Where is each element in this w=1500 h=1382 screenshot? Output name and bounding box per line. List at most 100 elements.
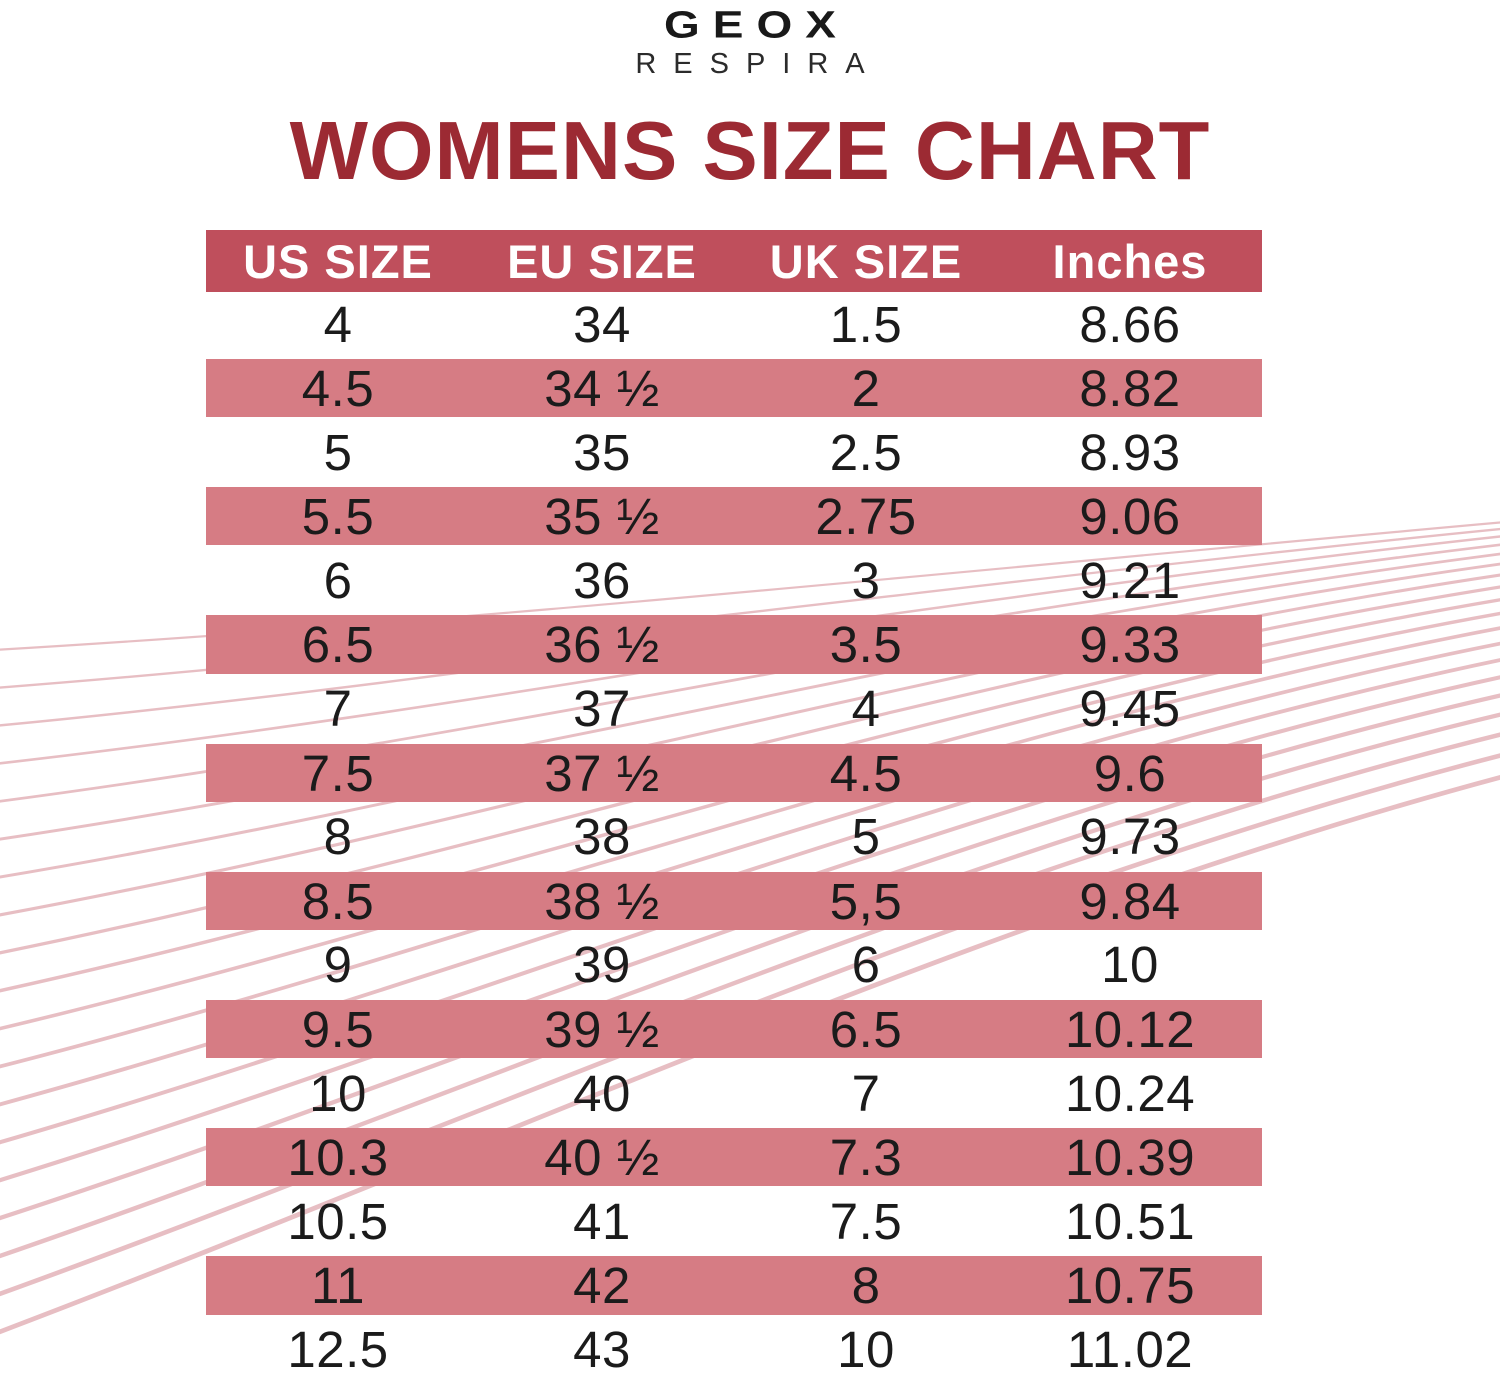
table-row: 6.5 36 ½ 3.5 9.33 bbox=[206, 612, 1262, 676]
cell-uk-size: 2 bbox=[851, 360, 881, 418]
table-row: 4 34 1.5 8.66 bbox=[206, 292, 1262, 356]
cell-eu-size: 39 bbox=[573, 936, 631, 994]
wave-line bbox=[0, 573, 1500, 879]
cell-inches: 8.82 bbox=[1079, 360, 1181, 418]
cell-us-size: 4.5 bbox=[301, 360, 375, 418]
cell-us-size: 5 bbox=[323, 423, 353, 481]
cell-inches: 10.75 bbox=[1064, 1257, 1196, 1315]
page-title: WOMENS SIZE CHART bbox=[289, 104, 1211, 197]
cell-us-size: 6 bbox=[323, 551, 353, 609]
cell-eu-size: 42 bbox=[573, 1257, 631, 1315]
wave-line bbox=[0, 562, 1500, 841]
cell-uk-size: 5 bbox=[851, 808, 881, 866]
cell-inches: 9.33 bbox=[1079, 616, 1181, 674]
cell-uk-size: 7.3 bbox=[829, 1129, 903, 1187]
cell-uk-size: 7.5 bbox=[829, 1192, 903, 1250]
brand-tagline: RESPIRA bbox=[635, 48, 882, 80]
cell-eu-size: 41 bbox=[573, 1192, 631, 1250]
cell-inches: 9.06 bbox=[1079, 488, 1181, 546]
table-row: 8.5 38 ½ 5,5 9.84 bbox=[206, 869, 1262, 933]
cell-eu-size: 43 bbox=[573, 1321, 631, 1379]
cell-inches: 10.39 bbox=[1064, 1129, 1196, 1187]
cell-us-size: 4 bbox=[323, 295, 353, 353]
cell-eu-size: 40 ½ bbox=[544, 1129, 660, 1187]
column-header-uk-size: UK SIZE bbox=[769, 234, 963, 288]
table-row: 12.5 43 10 11.02 bbox=[206, 1318, 1262, 1382]
table-row: 10.5 41 7.5 10.51 bbox=[206, 1189, 1262, 1253]
cell-inches: 9.73 bbox=[1079, 808, 1181, 866]
cell-us-size: 12.5 bbox=[287, 1321, 389, 1379]
cell-eu-size: 39 ½ bbox=[544, 1001, 660, 1059]
cell-uk-size: 8 bbox=[851, 1257, 881, 1315]
table-row: 8 38 5 9.73 bbox=[206, 805, 1262, 869]
cell-us-size: 10 bbox=[309, 1064, 367, 1122]
cell-us-size: 7 bbox=[323, 680, 353, 738]
cell-uk-size: 7 bbox=[851, 1064, 881, 1122]
cell-uk-size: 6.5 bbox=[829, 1001, 903, 1059]
cell-uk-size: 3.5 bbox=[829, 616, 903, 674]
cell-eu-size: 35 ½ bbox=[544, 488, 660, 546]
cell-inches: 9.84 bbox=[1079, 872, 1181, 930]
column-header-eu-size: EU SIZE bbox=[507, 234, 697, 288]
cell-inches: 8.93 bbox=[1079, 423, 1181, 481]
table-row: 9.5 39 ½ 6.5 10.12 bbox=[206, 997, 1262, 1061]
brand-logo: GEOX RESPIRA bbox=[0, 2, 1500, 81]
cell-uk-size: 3 bbox=[851, 551, 881, 609]
cell-inches: 10.51 bbox=[1064, 1192, 1196, 1250]
cell-us-size: 9.5 bbox=[301, 1001, 375, 1059]
cell-eu-size: 34 bbox=[573, 295, 631, 353]
cell-us-size: 11 bbox=[311, 1257, 365, 1315]
cell-us-size: 10.5 bbox=[287, 1192, 389, 1250]
cell-inches: 9.21 bbox=[1079, 551, 1181, 609]
table-row: 10 40 7 10.24 bbox=[206, 1061, 1262, 1125]
table-row: 7.5 37 ½ 4.5 9.6 bbox=[206, 741, 1262, 805]
table-row: 7 37 4 9.45 bbox=[206, 677, 1262, 741]
cell-eu-size: 34 ½ bbox=[544, 360, 660, 418]
cell-us-size: 10.3 bbox=[287, 1129, 389, 1187]
cell-uk-size: 4 bbox=[851, 680, 881, 738]
table-row: 4.5 34 ½ 2 8.82 bbox=[206, 356, 1262, 420]
cell-eu-size: 35 bbox=[573, 423, 631, 481]
cell-uk-size: 6 bbox=[851, 936, 881, 994]
cell-inches: 9.6 bbox=[1093, 744, 1167, 802]
cell-eu-size: 37 ½ bbox=[544, 744, 660, 802]
table-row: 10.3 40 ½ 7.3 10.39 bbox=[206, 1125, 1262, 1189]
cell-eu-size: 40 bbox=[573, 1064, 631, 1122]
size-table: US SIZE EU SIZE UK SIZE Inches 4 34 1.5 8.6… bbox=[206, 230, 1262, 1382]
cell-uk-size: 4.5 bbox=[829, 744, 903, 802]
cell-eu-size: 37 bbox=[573, 680, 631, 738]
table-row: 5 35 2.5 8.93 bbox=[206, 420, 1262, 484]
table-row: 11 42 8 10.75 bbox=[206, 1253, 1262, 1317]
column-header-us-size: US SIZE bbox=[243, 234, 433, 288]
cell-uk-size: 10 bbox=[837, 1321, 895, 1379]
cell-us-size: 5.5 bbox=[301, 488, 375, 546]
table-header-row: US SIZE EU SIZE UK SIZE Inches bbox=[206, 230, 1262, 292]
cell-eu-size: 36 bbox=[573, 551, 631, 609]
cell-inches: 11.02 bbox=[1066, 1321, 1194, 1379]
cell-inches: 9.45 bbox=[1079, 680, 1181, 738]
cell-inches: 10.12 bbox=[1064, 1001, 1196, 1059]
cell-uk-size: 2.5 bbox=[829, 423, 903, 481]
cell-inches: 8.66 bbox=[1079, 295, 1181, 353]
cell-us-size: 6.5 bbox=[301, 616, 375, 674]
cell-inches: 10 bbox=[1101, 936, 1159, 994]
column-header-inches: Inches bbox=[1052, 234, 1208, 288]
table-row: 5.5 35 ½ 2.75 9.06 bbox=[206, 484, 1262, 548]
table-row: 6 36 3 9.21 bbox=[206, 548, 1262, 612]
cell-us-size: 8 bbox=[323, 808, 353, 866]
cell-eu-size: 36 ½ bbox=[544, 616, 660, 674]
cell-us-size: 7.5 bbox=[301, 744, 375, 802]
wave-line bbox=[0, 626, 1500, 1031]
cell-uk-size: 2.75 bbox=[815, 488, 917, 546]
cell-eu-size: 38 bbox=[573, 808, 631, 866]
brand-name: GEOX bbox=[664, 2, 849, 46]
cell-us-size: 9 bbox=[323, 936, 353, 994]
cell-inches: 10.24 bbox=[1064, 1064, 1196, 1122]
cell-uk-size: 5,5 bbox=[829, 872, 903, 930]
table-row: 9 39 6 10 bbox=[206, 933, 1262, 997]
cell-eu-size: 38 ½ bbox=[544, 872, 660, 930]
cell-us-size: 8.5 bbox=[301, 872, 375, 930]
cell-uk-size: 1.5 bbox=[829, 295, 903, 353]
